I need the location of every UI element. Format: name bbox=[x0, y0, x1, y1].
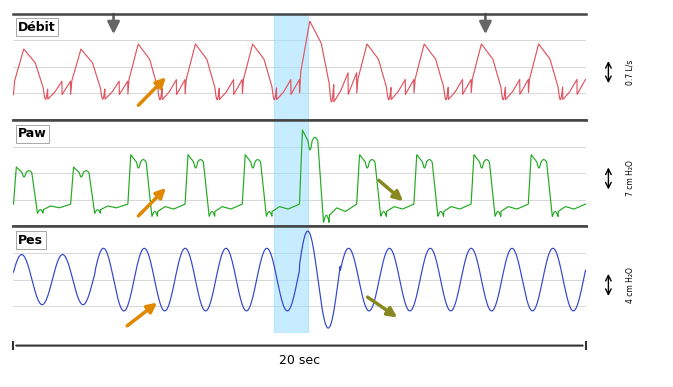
Bar bbox=[274, 14, 308, 120]
Text: 0.7 L/s: 0.7 L/s bbox=[625, 59, 635, 85]
Text: Débit: Débit bbox=[18, 21, 56, 34]
Text: 4 cm H₂O: 4 cm H₂O bbox=[625, 267, 635, 303]
Text: 7 cm H₂O: 7 cm H₂O bbox=[625, 161, 635, 197]
Text: 20 sec: 20 sec bbox=[279, 354, 320, 367]
Text: Pes: Pes bbox=[18, 234, 43, 247]
Text: Paw: Paw bbox=[18, 127, 47, 140]
Bar bbox=[274, 120, 308, 226]
Bar bbox=[274, 226, 308, 333]
